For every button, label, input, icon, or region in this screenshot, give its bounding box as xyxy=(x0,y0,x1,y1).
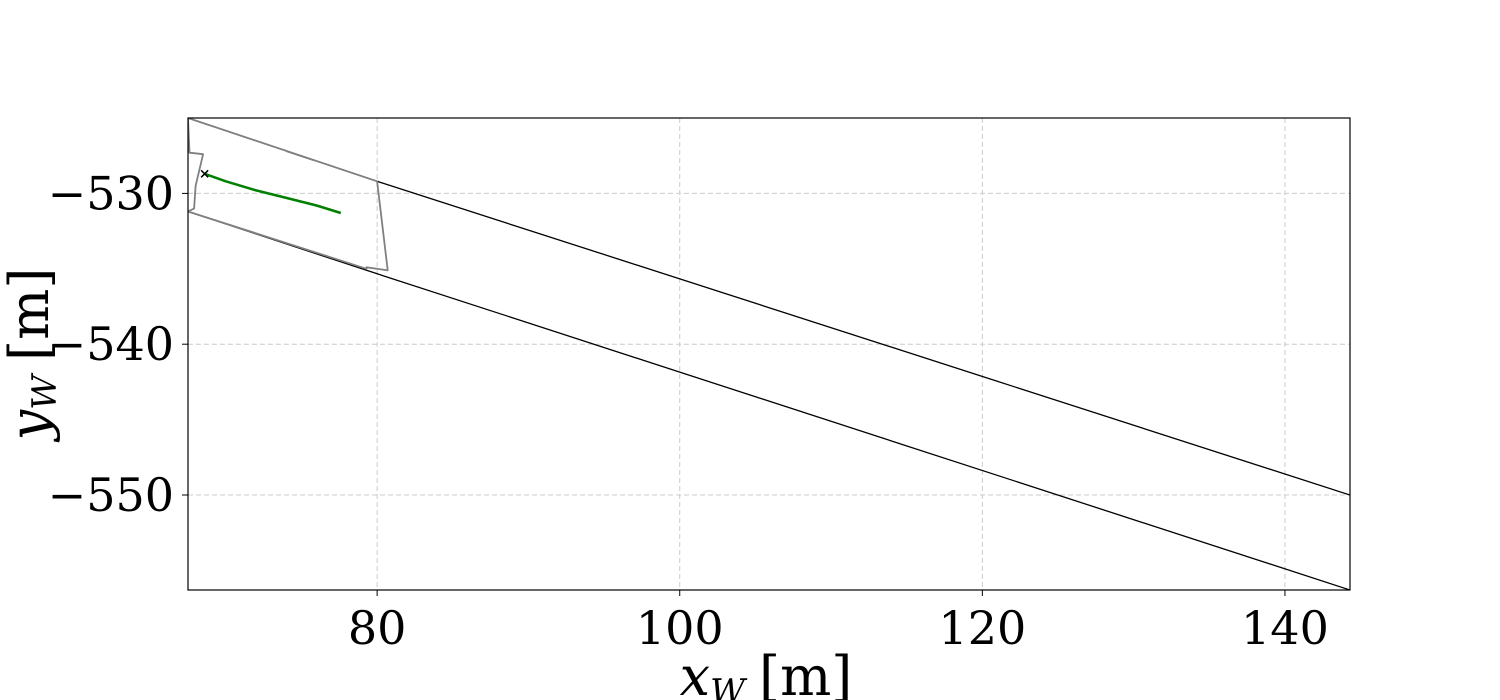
x-axis-label-sub: W xyxy=(710,672,748,700)
ticks: 80 100 120 140 −530 −540 −550 xyxy=(48,166,1329,655)
y-tick-label: −530 xyxy=(48,166,174,220)
x-tick-label: 80 xyxy=(348,601,407,655)
start-marker xyxy=(200,169,209,178)
x-axis-label-var: x xyxy=(680,645,710,700)
x-axis-label: xW [m] xyxy=(680,645,853,700)
y-axis-label-unit: [m] xyxy=(0,268,61,361)
x-tick-label: 140 xyxy=(1241,601,1329,655)
x-axis-label-unit: [m] xyxy=(759,645,852,700)
trajectory xyxy=(204,172,342,215)
series-group xyxy=(188,118,1350,590)
region-outline xyxy=(188,118,389,272)
region-inner-edge xyxy=(286,150,314,162)
y-tick-label: −550 xyxy=(48,468,174,522)
road-boundary-upper xyxy=(188,118,1350,496)
x-tick-label: 100 xyxy=(636,601,724,655)
plot-frame xyxy=(187,117,1351,591)
y-axis-label-sub: W xyxy=(25,372,65,410)
grid xyxy=(188,118,1350,590)
y-axis-label: yW [m] xyxy=(0,268,65,443)
y-tick-label: −540 xyxy=(48,317,174,371)
x-tick-label: 120 xyxy=(938,601,1026,655)
y-axis-label-var: y xyxy=(0,408,61,442)
